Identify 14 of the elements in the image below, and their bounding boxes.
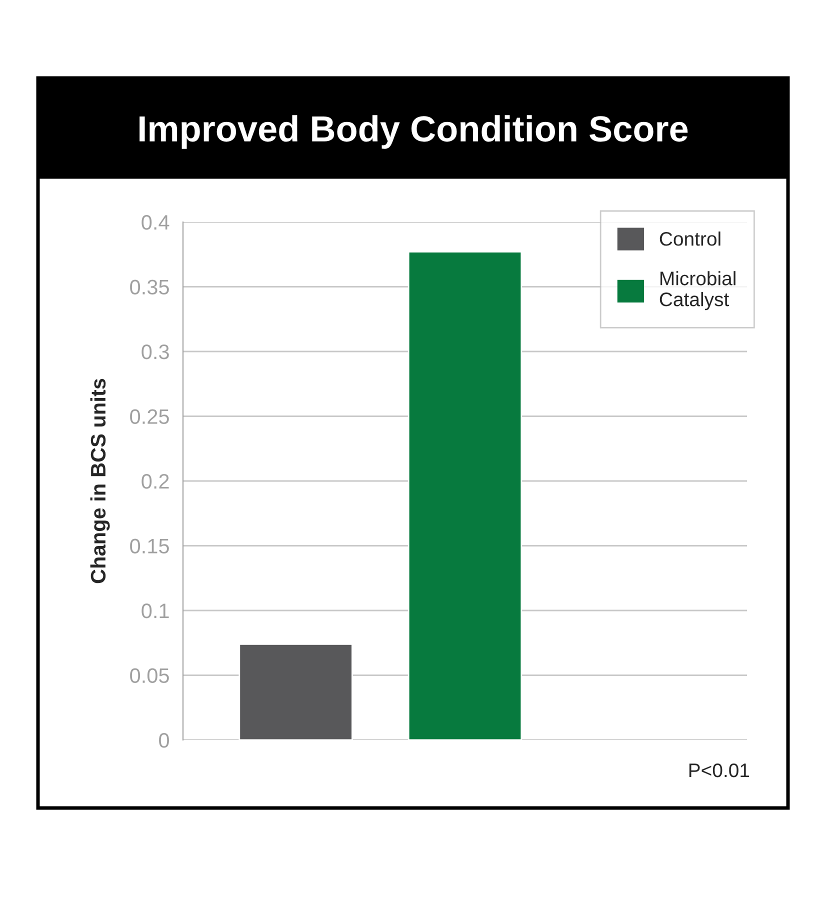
y-tick-label: 0.25 [130, 409, 169, 424]
y-tick-label: 0.15 [130, 538, 169, 554]
legend-label: Microbial Catalyst [660, 271, 736, 310]
y-tick-label: 0.2 [142, 474, 169, 489]
chart-title: Improved Body Condition Score [140, 115, 688, 149]
y-axis-title: Change in BCS units [90, 378, 110, 584]
y-tick-label: 0 [159, 733, 169, 748]
y-tick-label: 0.1 [142, 604, 169, 618]
y-tick-label: 0.35 [130, 280, 169, 295]
y-tick-label: 0.05 [130, 668, 169, 684]
y-tick-label: 0.4 [142, 215, 170, 230]
legend-label: Control [660, 232, 720, 246]
y-tick-label: 0.3 [142, 344, 169, 360]
text: P<0.01 [689, 763, 750, 778]
